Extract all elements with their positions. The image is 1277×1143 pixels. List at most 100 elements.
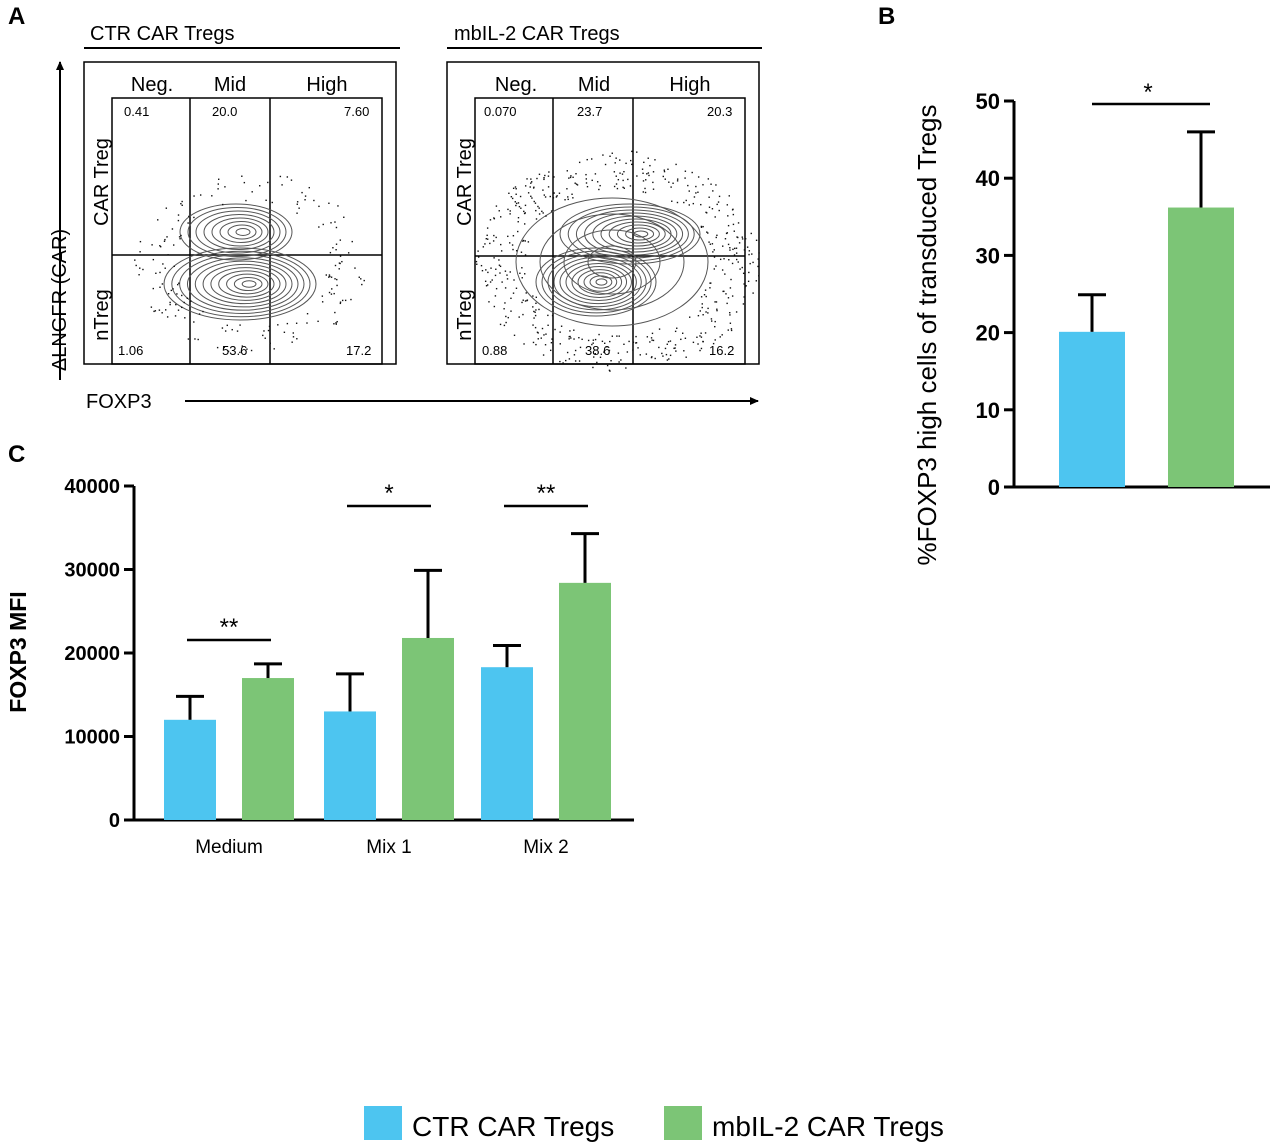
event-dot [708, 241, 710, 243]
event-dot [670, 186, 672, 188]
event-dot [732, 213, 735, 216]
contour-line [187, 207, 287, 257]
event-dot [550, 342, 553, 344]
event-dot [662, 355, 664, 357]
event-dot [499, 216, 502, 218]
event-dot [585, 173, 587, 176]
event-dot [699, 310, 701, 312]
event-dot [515, 193, 517, 195]
event-dot [494, 274, 497, 277]
event-dot [171, 228, 174, 230]
event-dot [703, 294, 706, 296]
event-dot [335, 322, 337, 324]
event-dot [549, 349, 552, 352]
event-dot [296, 201, 299, 203]
event-dot [752, 292, 754, 294]
event-dot [566, 188, 568, 190]
event-dot [721, 269, 724, 271]
event-dot [631, 150, 633, 153]
event-dot [593, 356, 595, 358]
event-dot [579, 346, 582, 349]
event-dot [504, 287, 507, 289]
event-dot [541, 327, 544, 330]
event-dot [532, 306, 534, 308]
event-dot [751, 253, 753, 255]
event-dot [697, 176, 700, 178]
bar [402, 637, 454, 820]
event-dot [523, 223, 526, 225]
y-tick-label: 30000 [64, 560, 120, 582]
event-dot [585, 182, 588, 184]
event-dot [476, 263, 478, 265]
event-dot [504, 302, 506, 304]
event-dot [733, 254, 736, 256]
contour-line [565, 262, 632, 302]
event-dot [334, 221, 336, 223]
event-dot [714, 216, 716, 218]
contour-line [219, 221, 263, 243]
event-dot [167, 293, 170, 295]
event-dot [555, 196, 558, 198]
event-dot [739, 268, 741, 270]
event-dot [726, 232, 729, 234]
event-dot [268, 325, 271, 328]
contour-line [575, 209, 689, 259]
event-dot [189, 300, 191, 302]
event-dot [335, 226, 338, 229]
event-dot [706, 231, 708, 233]
event-dot [343, 216, 345, 218]
event-dot [150, 306, 153, 308]
event-dot [674, 330, 677, 333]
event-dot [609, 155, 611, 157]
bar [481, 667, 533, 820]
event-dot [485, 269, 487, 271]
event-dot [667, 340, 670, 343]
event-dot [702, 314, 704, 316]
event-dot [708, 206, 711, 208]
event-dot [726, 204, 729, 206]
event-dot [351, 240, 353, 243]
event-dot [224, 330, 227, 332]
event-dot [277, 324, 279, 326]
event-dot [599, 356, 602, 359]
event-dot [700, 296, 703, 298]
event-dot [644, 187, 646, 190]
event-dot [336, 284, 338, 287]
event-dot [666, 343, 668, 345]
event-dot [537, 338, 539, 340]
event-dot [707, 232, 709, 234]
event-dot [151, 244, 153, 246]
event-dot [748, 250, 751, 252]
event-dot [534, 311, 536, 313]
event-dot [334, 264, 337, 267]
event-dot [493, 217, 495, 219]
event-dot [164, 267, 166, 269]
event-dot [251, 191, 253, 193]
event-dot [700, 332, 702, 334]
event-dot [562, 362, 564, 364]
event-dot [594, 353, 597, 355]
event-dot [306, 313, 309, 315]
event-dot [647, 172, 650, 174]
event-dot [568, 177, 570, 179]
event-dot [651, 356, 653, 358]
event-dot [530, 178, 532, 180]
legend-label-mbil2: mbIL-2 CAR Tregs [712, 1111, 944, 1142]
event-dot [571, 193, 573, 195]
event-dot [509, 242, 511, 244]
contour-line [539, 213, 685, 311]
event-dot [283, 331, 286, 333]
gate-label-mid: Mid [214, 74, 246, 96]
event-dot [699, 335, 701, 337]
event-dot [713, 256, 716, 258]
legend-swatch-mbil2 [664, 1106, 702, 1140]
event-dot [188, 215, 190, 218]
event-dot [568, 358, 571, 360]
category-label: Mix 2 [523, 837, 568, 858]
event-dot [632, 349, 634, 351]
event-dot [524, 254, 527, 256]
significance-marker: ** [537, 480, 556, 507]
event-dot [658, 346, 660, 349]
event-dot [620, 359, 622, 361]
contour-line [608, 221, 666, 247]
